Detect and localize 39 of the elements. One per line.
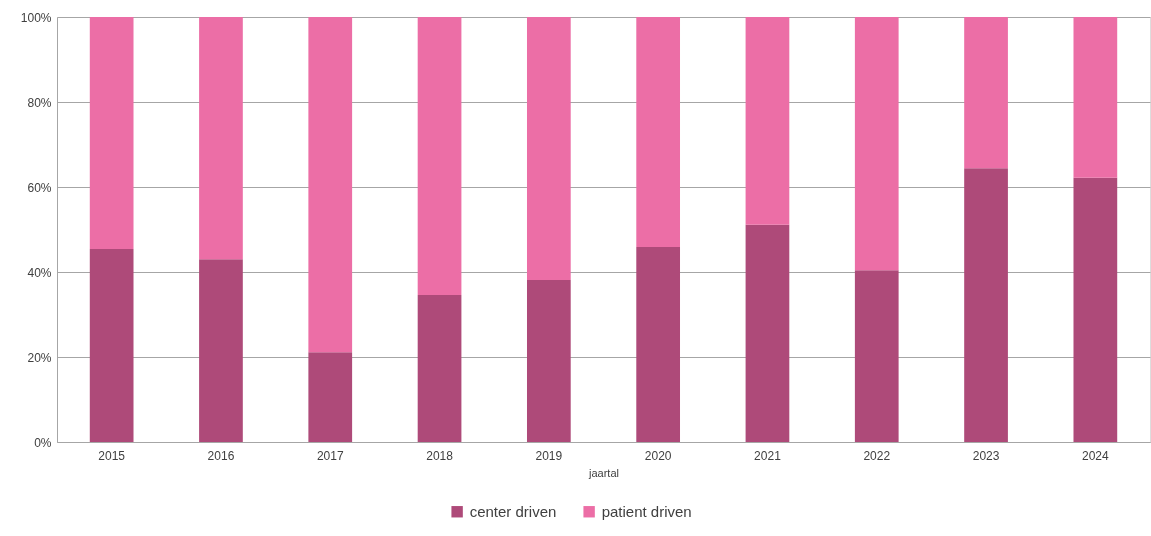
bar [745,17,790,225]
x-tick-label: 2018 [426,448,454,463]
x-tick-label: 2016 [207,448,235,463]
y-tick-label: 0% [34,435,52,450]
x-axis-title: jaartal [588,466,619,479]
x-tick-label: 2019 [535,448,563,463]
x-tick-label: 2015 [98,448,126,463]
legend-label: patient driven [601,502,692,520]
bar [745,224,790,442]
x-tick-label: 2020 [644,448,672,463]
y-tick-label: 20% [27,350,52,365]
bar [89,17,134,250]
bar [854,270,899,442]
x-tick-label: 2023 [972,448,1000,463]
x-tick-label: 2021 [754,448,782,463]
bar [308,17,353,353]
bar [1073,17,1118,178]
bar [308,352,353,442]
y-tick-label: 80% [27,95,52,110]
bar [854,17,899,271]
bar [89,249,134,442]
bar [636,246,681,442]
x-tick-label: 2022 [863,448,891,463]
x-tick-label: 2017 [316,448,344,463]
bar [964,168,1008,442]
bar [526,280,571,442]
legend-label: center driven [469,502,557,520]
bar [526,17,571,281]
bar [417,294,462,442]
y-tick-label: 100% [20,10,52,25]
y-tick-label: 60% [27,180,52,195]
bar [964,17,1008,169]
bar [199,17,243,260]
bar [417,17,462,295]
x-tick-label: 2024 [1082,448,1110,463]
y-tick-label: 40% [27,265,52,280]
bar [636,17,681,247]
bar [1073,177,1118,442]
bar [199,259,243,442]
